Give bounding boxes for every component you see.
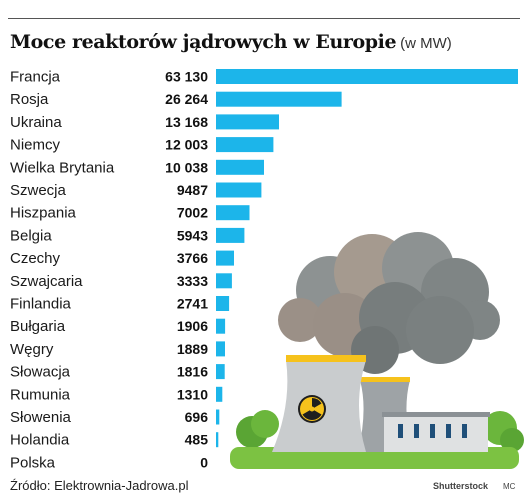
value-label: 485 <box>185 432 209 448</box>
bar <box>216 364 225 380</box>
value-label: 2741 <box>177 296 208 312</box>
bar <box>216 386 223 402</box>
smoke-cloud <box>278 232 500 374</box>
category-label: Polska <box>10 454 56 471</box>
bar <box>216 318 226 334</box>
radiation-icon <box>298 395 326 423</box>
bar <box>216 227 245 243</box>
category-label: Czechy <box>10 250 61 267</box>
value-label: 10 038 <box>165 159 208 175</box>
value-label: 3766 <box>177 250 208 266</box>
category-label: Holandia <box>10 432 70 449</box>
category-label: Rosja <box>10 91 49 108</box>
bar <box>216 341 225 357</box>
value-label: 26 264 <box>165 91 208 107</box>
bars: Francja 63 130 Rosja 26 264 Ukraina 13 168 Nie… <box>10 69 518 471</box>
category-label: Słowenia <box>10 409 72 426</box>
category-label: Hiszpania <box>10 205 77 222</box>
bar <box>216 137 274 153</box>
chart-title-block: Moce reaktorów jądrowych w Europie (w MW) <box>10 31 452 53</box>
value-label: 3333 <box>177 273 208 289</box>
chart-title: Moce reaktorów jądrowych w Europie <box>10 31 397 53</box>
category-label: Węgry <box>10 341 54 358</box>
category-label: Słowacja <box>10 364 71 381</box>
bar <box>216 432 219 448</box>
source-note: Źródło: Elektrownia-Jadrowa.pl <box>10 478 189 493</box>
value-label: 696 <box>185 409 209 425</box>
bar <box>216 273 232 289</box>
value-label: 12 003 <box>165 137 208 153</box>
category-label: Szwajcaria <box>10 273 83 290</box>
chart-unit: (w MW) <box>400 35 452 52</box>
category-label: Finlandia <box>10 296 72 313</box>
bar <box>216 159 264 175</box>
bar <box>216 114 279 130</box>
value-label: 0 <box>200 454 208 470</box>
trees <box>236 410 524 452</box>
value-label: 5943 <box>177 227 208 243</box>
reactor-building <box>382 412 490 452</box>
category-label: Wielka Brytania <box>10 159 115 176</box>
value-label: 1310 <box>177 386 208 402</box>
top-rule <box>8 18 520 19</box>
bar <box>216 409 220 425</box>
category-label: Ukraina <box>10 114 62 131</box>
value-label: 7002 <box>177 205 208 221</box>
bar <box>216 91 342 107</box>
category-label: Bułgaria <box>10 318 66 335</box>
value-label: 1906 <box>177 318 208 334</box>
bar <box>216 69 518 84</box>
photo-credit: Shutterstock <box>433 481 489 491</box>
bar <box>216 296 230 311</box>
category-label: Francja <box>10 69 61 86</box>
author-credit: MC <box>503 482 516 491</box>
ground <box>230 447 519 469</box>
bar <box>216 250 234 266</box>
value-label: 63 130 <box>165 69 208 85</box>
value-label: 13 168 <box>165 114 208 130</box>
bar <box>216 182 262 198</box>
value-label: 1816 <box>177 364 208 380</box>
bar <box>216 205 250 221</box>
category-label: Belgia <box>10 227 52 244</box>
value-label: 1889 <box>177 341 208 357</box>
value-label: 9487 <box>177 182 208 198</box>
category-label: Rumunia <box>10 386 71 403</box>
category-label: Szwecja <box>10 182 67 199</box>
category-label: Niemcy <box>10 137 61 154</box>
